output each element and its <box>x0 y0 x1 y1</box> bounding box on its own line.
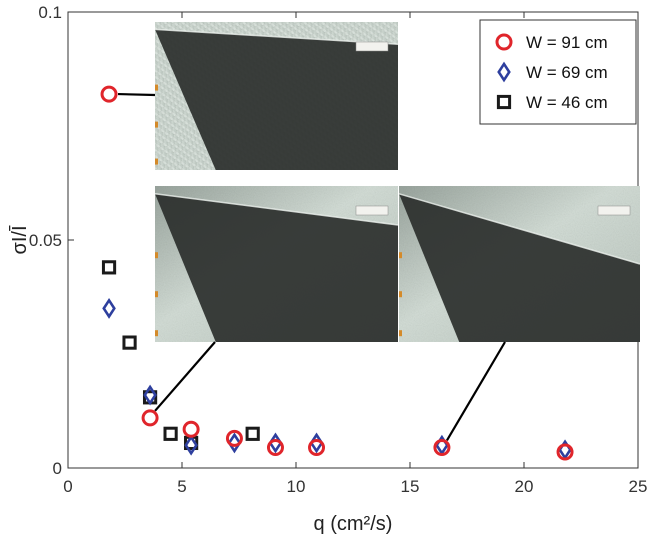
legend-label: W = 46 cm <box>526 93 608 112</box>
inset-ruler-mark <box>155 291 158 298</box>
inset-dark-region <box>155 193 398 342</box>
legend: W = 91 cm W = 69 cm W = 46 cm <box>479 19 637 125</box>
data-point-circle <box>225 429 243 447</box>
inset-dark-region <box>399 193 640 342</box>
legend-label: W = 69 cm <box>526 63 608 82</box>
data-point-circle <box>182 420 200 438</box>
x-tick-label: 25 <box>629 477 648 496</box>
data-point-diamond <box>227 432 242 454</box>
data-point-square <box>245 426 260 441</box>
inset-ruler-mark <box>399 291 402 298</box>
inset-edge-line <box>154 193 399 226</box>
photo-insets <box>154 22 641 342</box>
leader-line <box>154 341 216 412</box>
data-point-diamond <box>102 297 116 319</box>
data-point-circle <box>433 438 451 456</box>
inset-ruler-mark <box>155 121 158 128</box>
inset-ruler-mark <box>399 252 402 259</box>
inset-leader-lines <box>118 92 506 442</box>
inset-dark-region <box>155 29 398 171</box>
x-tick-label: 20 <box>515 477 534 496</box>
inset-scale-bar <box>355 41 389 52</box>
x-tick-label: 15 <box>401 477 420 496</box>
legend-marker-circle <box>495 33 513 51</box>
y-tick-label: 0 <box>53 459 62 478</box>
legend-marker-diamond <box>497 61 511 83</box>
inset-ruler-mark <box>155 252 158 259</box>
inset-ruler-mark <box>155 84 158 91</box>
legend-label: W = 91 cm <box>526 33 608 52</box>
data-point-square <box>101 260 117 275</box>
data-point-circle <box>556 443 574 461</box>
leader-line <box>445 341 506 442</box>
data-point-diamond <box>184 434 198 456</box>
data-point-square <box>163 426 178 441</box>
legend-marker-square <box>496 94 512 110</box>
data-point-circle <box>100 85 118 103</box>
data-point-circle <box>308 438 326 456</box>
x-axis-ticks: 0 5 10 15 20 25 <box>63 12 647 496</box>
data-point-diamond <box>143 384 157 406</box>
inset-ruler-mark <box>155 330 158 337</box>
data-points <box>100 85 574 461</box>
data-point-circle <box>141 409 159 427</box>
inset-ruler-mark <box>399 330 402 337</box>
y-tick-label: 0.05 <box>29 231 62 250</box>
data-point-circle <box>266 438 284 456</box>
photo-inset <box>154 186 399 342</box>
y-axis-title: σI/Ī <box>8 225 31 254</box>
leader-line <box>118 92 156 97</box>
x-tick-label: 10 <box>287 477 306 496</box>
x-tick-label: 5 <box>177 477 186 496</box>
x-tick-label: 0 <box>63 477 72 496</box>
photo-inset <box>398 186 641 342</box>
data-point-square <box>122 335 137 350</box>
inset-scale-bar <box>597 205 631 216</box>
x-axis-title: q (cm²/s) <box>314 513 393 535</box>
photo-inset <box>154 22 399 171</box>
inset-edge-line <box>154 28 399 45</box>
inset-scale-bar <box>355 205 389 216</box>
inset-ruler-mark <box>155 158 158 165</box>
inset-edge-line <box>398 193 641 265</box>
y-tick-label: 0.1 <box>38 3 62 22</box>
